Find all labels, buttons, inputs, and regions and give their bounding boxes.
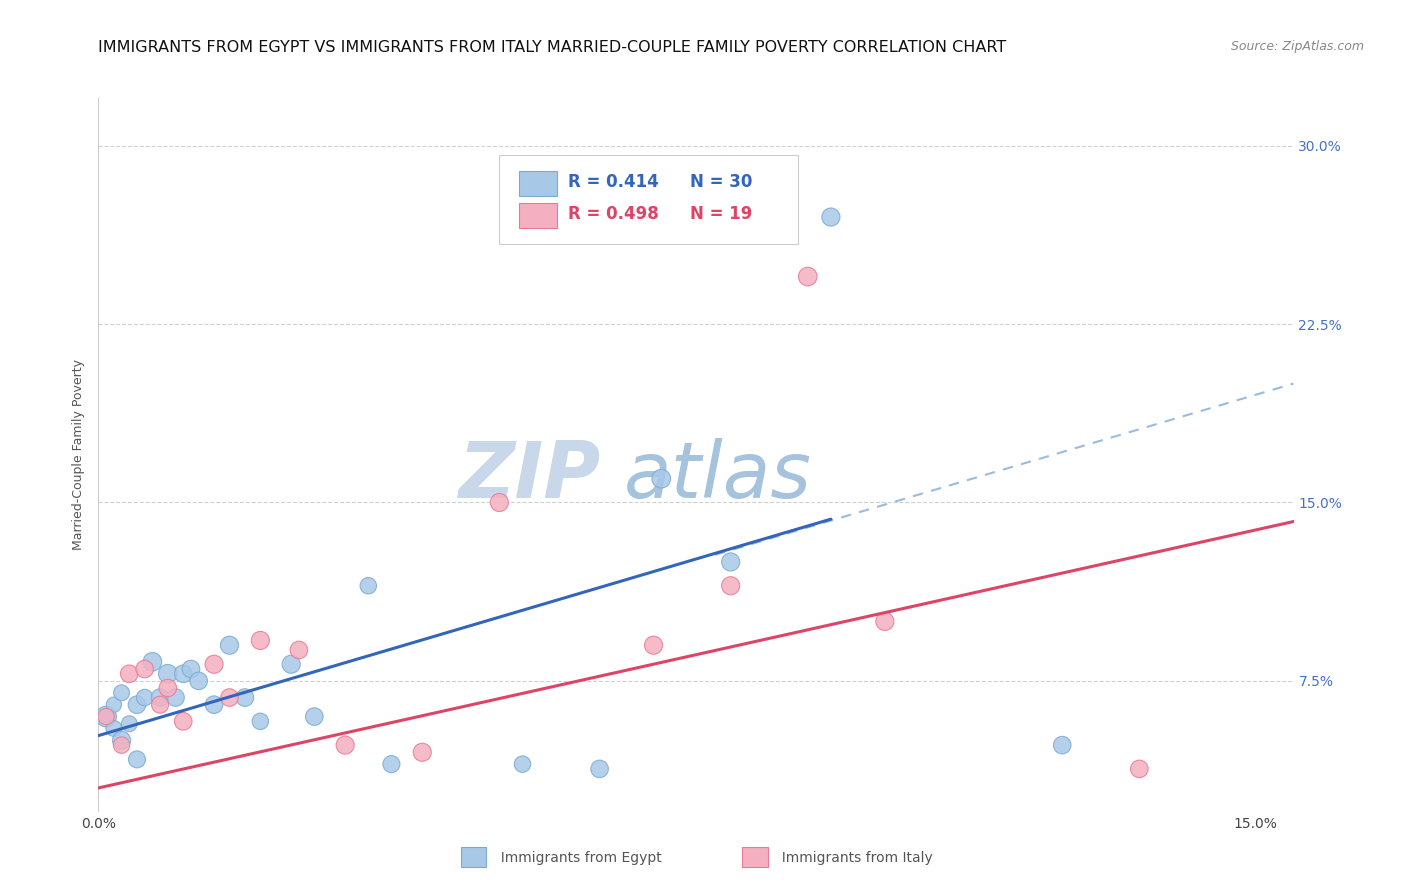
Point [118, 716, 141, 731]
Point [873, 615, 896, 629]
Point [1050, 738, 1073, 752]
Point [202, 698, 225, 712]
Point [94, 709, 117, 723]
Point [125, 698, 148, 712]
Point [512, 757, 534, 772]
Point [233, 690, 256, 705]
Text: Immigrants from Italy: Immigrants from Italy [773, 851, 934, 865]
Point [94, 709, 117, 723]
Point [110, 733, 132, 747]
Text: ZIP: ZIP [458, 438, 600, 515]
FancyBboxPatch shape [461, 847, 486, 867]
Text: N = 30: N = 30 [690, 173, 752, 191]
Point [118, 666, 141, 681]
Point [280, 657, 302, 672]
Point [156, 681, 179, 695]
Point [488, 495, 510, 509]
Point [820, 210, 842, 224]
Point [103, 698, 125, 712]
Point [187, 673, 209, 688]
Point [103, 722, 125, 736]
FancyBboxPatch shape [519, 203, 557, 228]
Text: IMMIGRANTS FROM EGYPT VS IMMIGRANTS FROM ITALY MARRIED-COUPLE FAMILY POVERTY COR: IMMIGRANTS FROM EGYPT VS IMMIGRANTS FROM… [98, 40, 1007, 55]
Point [218, 690, 240, 705]
Text: Source: ZipAtlas.com: Source: ZipAtlas.com [1230, 40, 1364, 54]
Text: R = 0.414: R = 0.414 [568, 173, 659, 191]
Point [380, 757, 402, 772]
Point [125, 752, 148, 766]
Point [149, 698, 172, 712]
Point [149, 690, 172, 705]
Point [720, 579, 742, 593]
Text: R = 0.498: R = 0.498 [568, 205, 659, 223]
FancyBboxPatch shape [519, 171, 557, 196]
Point [588, 762, 610, 776]
Point [141, 655, 163, 669]
Point [202, 657, 225, 672]
Point [156, 666, 179, 681]
Point [172, 714, 194, 729]
Point [180, 662, 202, 676]
Point [172, 666, 194, 681]
Point [110, 738, 132, 752]
Text: Immigrants from Egypt: Immigrants from Egypt [492, 851, 662, 865]
Y-axis label: Married-Couple Family Poverty: Married-Couple Family Poverty [72, 359, 86, 550]
Point [797, 269, 820, 284]
Point [134, 690, 156, 705]
Text: N = 19: N = 19 [690, 205, 752, 223]
Point [357, 579, 380, 593]
Point [304, 709, 326, 723]
FancyBboxPatch shape [499, 155, 797, 244]
Point [333, 738, 356, 752]
Text: atlas: atlas [624, 438, 813, 515]
Point [288, 643, 311, 657]
Point [720, 555, 742, 569]
Point [411, 745, 433, 759]
FancyBboxPatch shape [742, 847, 768, 867]
Point [110, 686, 132, 700]
Point [650, 472, 672, 486]
Point [165, 690, 187, 705]
Point [1128, 762, 1150, 776]
Point [643, 638, 665, 652]
Point [218, 638, 240, 652]
Point [134, 662, 156, 676]
Point [249, 633, 271, 648]
Point [249, 714, 271, 729]
